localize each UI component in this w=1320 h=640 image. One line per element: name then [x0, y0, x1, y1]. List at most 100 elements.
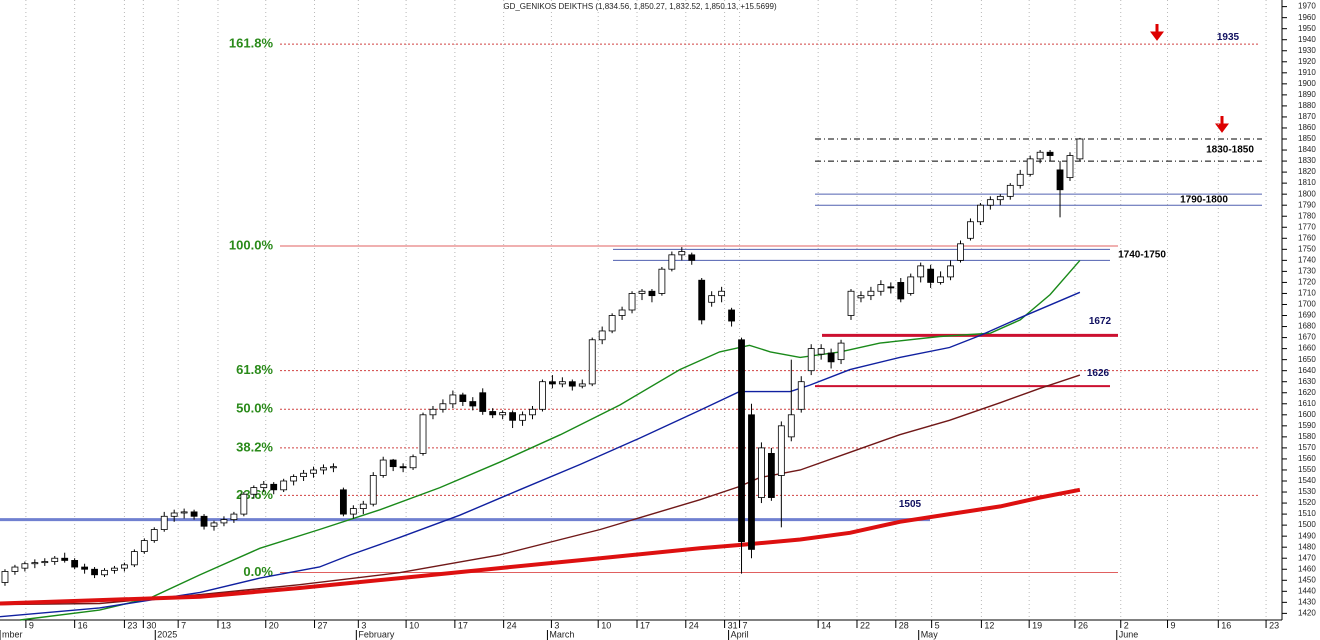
candle-body: [290, 476, 298, 482]
candle-body: [250, 487, 258, 495]
x-tick-label: 16: [1221, 620, 1231, 630]
candle-body: [310, 469, 317, 474]
candle-body: [449, 394, 457, 405]
candle-body: [787, 414, 795, 438]
level-label: 1935: [1217, 32, 1240, 43]
candle-body: [71, 560, 79, 568]
candle-body: [628, 293, 636, 311]
y-tick-label: 1800: [1298, 189, 1316, 198]
candle-body: [130, 551, 138, 566]
candle-body: [180, 511, 188, 514]
chart-title: GD_GENIKOS DEIKTHS (1,834.56, 1,850.27, …: [503, 2, 777, 11]
x-tick-label: 17: [458, 620, 468, 630]
y-tick-label: 1440: [1298, 586, 1316, 595]
candle-body: [389, 459, 397, 468]
candle-body: [867, 290, 875, 297]
x-tick-label: 12: [984, 620, 994, 630]
x-tick-label: 10: [601, 620, 611, 630]
y-tick-label: 1730: [1298, 266, 1316, 275]
level-label: 1790-1800: [1180, 194, 1228, 205]
y-tick-label: 1760: [1298, 233, 1316, 242]
candle-body: [847, 290, 855, 316]
y-tick-label: 1920: [1298, 57, 1316, 66]
y-tick-label: 1630: [1298, 377, 1316, 386]
y-tick-label: 1910: [1298, 68, 1316, 77]
y-tick-label: 1450: [1298, 575, 1316, 584]
candle-body: [21, 563, 29, 569]
y-tick-label: 1530: [1298, 487, 1316, 496]
y-tick-label: 1610: [1298, 399, 1316, 408]
candle-body: [499, 412, 507, 416]
candle-body: [11, 566, 19, 572]
y-tick-label: 1480: [1298, 542, 1316, 551]
candle-body: [429, 408, 437, 416]
arrow: [1150, 24, 1164, 41]
candle-body: [529, 408, 536, 416]
y-tick-label: 1900: [1298, 79, 1316, 88]
candle-body: [539, 381, 546, 410]
candle-body: [558, 381, 566, 385]
candle-body: [101, 569, 108, 576]
candle-body: [897, 282, 905, 300]
candle-body: [1076, 138, 1084, 160]
y-tick-label: 1810: [1298, 178, 1316, 187]
candle-body: [31, 562, 39, 565]
candle-body: [986, 199, 994, 206]
y-tick-label: 1520: [1298, 498, 1316, 507]
y-tick-label: 1940: [1298, 35, 1316, 44]
y-tick-label: 1500: [1298, 520, 1316, 529]
candle-body: [758, 447, 765, 498]
candle-body: [1, 571, 9, 583]
candle-body: [877, 284, 885, 292]
candle-body: [618, 309, 626, 316]
candle-body: [270, 483, 278, 491]
y-tick-label: 1690: [1298, 311, 1316, 320]
y-tick-label: 1700: [1298, 300, 1316, 309]
candle-body: [777, 425, 785, 476]
x-tick-label: 3: [361, 620, 366, 630]
candle-body: [817, 348, 825, 355]
candle-body: [1016, 173, 1024, 186]
y-tick-label: 1430: [1298, 597, 1316, 606]
candle-body: [150, 529, 158, 541]
candle-body: [797, 381, 805, 410]
x-tick-label: 26: [1078, 620, 1088, 630]
candle-body: [349, 508, 357, 515]
y-tick-label: 1420: [1298, 608, 1316, 617]
y-tick-label: 1680: [1298, 322, 1316, 331]
candle-body: [1056, 169, 1064, 191]
x-tick-label: 30: [146, 620, 156, 630]
candle-body: [91, 568, 98, 576]
y-tick-label: 1820: [1298, 167, 1316, 176]
candle-body: [300, 472, 307, 477]
candle-body: [210, 522, 218, 527]
y-tick-label: 1470: [1298, 553, 1316, 562]
candle-body: [1026, 158, 1034, 175]
candle-body: [121, 564, 128, 569]
candle-body: [708, 295, 716, 303]
y-tick-label: 1930: [1298, 46, 1316, 55]
y-tick-label: 1830: [1298, 156, 1316, 165]
y-tick-label: 1560: [1298, 454, 1316, 463]
candle-body: [588, 339, 596, 385]
candle-body: [718, 290, 726, 297]
x-tick-label: 23: [1269, 620, 1279, 630]
y-tick-label: 1460: [1298, 564, 1316, 573]
candle-body: [568, 381, 576, 387]
candle-body: [140, 540, 148, 553]
candle-body: [688, 254, 696, 261]
candle-body: [439, 403, 447, 410]
y-tick-label: 1640: [1298, 366, 1316, 375]
candle-body: [857, 295, 865, 299]
candle-body: [230, 513, 238, 521]
candle-body: [549, 381, 556, 385]
x-tick-label: 5: [935, 620, 940, 630]
candle-body: [1046, 151, 1054, 156]
candle-body: [379, 459, 387, 476]
candle-body: [509, 412, 516, 421]
month-label: June: [1119, 629, 1139, 639]
y-tick-label: 1770: [1298, 222, 1316, 231]
y-tick-label: 1720: [1298, 278, 1316, 287]
candle-body: [678, 251, 686, 256]
level-label: 1505: [899, 499, 922, 510]
